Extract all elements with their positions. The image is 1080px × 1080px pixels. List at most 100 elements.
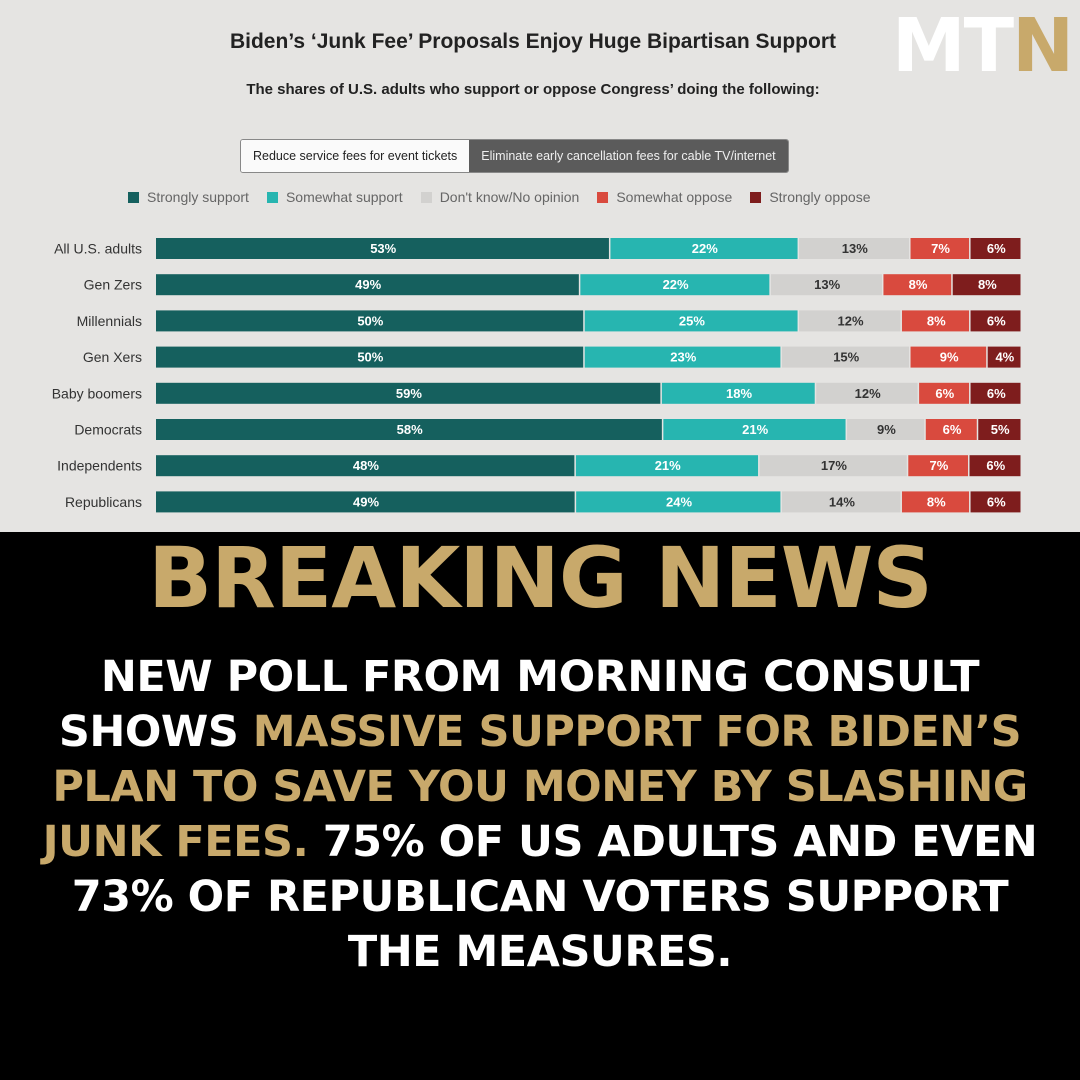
data-label: 24%	[666, 494, 692, 509]
bar-segment	[156, 274, 579, 296]
legend-label: Strongly support	[147, 189, 249, 205]
legend-label: Don't know/No opinion	[439, 189, 580, 205]
body-part-3: 75% of US adults and even 73% of Republi…	[71, 817, 1038, 977]
bar-segment	[970, 491, 1021, 513]
logo-accent: N	[1012, 3, 1074, 89]
logo-prefix: MT	[891, 3, 1014, 89]
data-label: 25%	[679, 313, 705, 328]
data-label: 13%	[814, 277, 840, 292]
bar-segment	[580, 274, 770, 296]
bar-segment	[770, 274, 882, 296]
bar-segment	[901, 310, 970, 332]
data-label: 22%	[692, 241, 718, 256]
bar-segment	[910, 346, 987, 368]
bar-segment	[969, 455, 1021, 477]
bar-segment	[970, 382, 1021, 404]
bar-segment	[759, 455, 907, 477]
legend-label: Strongly oppose	[769, 189, 871, 205]
chart-legend: Strongly support Somewhat support Don't …	[128, 189, 871, 205]
bar-segment	[156, 346, 584, 368]
bar-segment	[952, 274, 1021, 296]
chart-subtitle: The shares of U.S. adults who support or…	[246, 81, 820, 98]
category-label: Republicans	[65, 494, 142, 510]
bar-segment	[156, 455, 575, 477]
toggle-option-cancellation-fees[interactable]: Eliminate early cancellation fees for ca…	[469, 140, 788, 172]
data-label: 8%	[927, 494, 946, 509]
bar-segment	[610, 238, 798, 259]
data-label: 6%	[987, 241, 1006, 256]
bar-segment	[925, 419, 977, 440]
data-label: 6%	[987, 494, 1006, 509]
bar-segment	[156, 491, 575, 513]
bar-segment	[156, 238, 609, 259]
legend-label: Somewhat support	[285, 189, 403, 205]
data-label: 12%	[855, 386, 881, 401]
legend-item-somewhat-oppose: Somewhat oppose	[597, 189, 732, 205]
bar-segment	[584, 310, 798, 332]
bar-segment	[970, 310, 1021, 332]
data-label: 13%	[842, 241, 868, 256]
bar-segment	[781, 491, 901, 513]
data-label: 8%	[978, 277, 997, 292]
data-label: 48%	[353, 458, 379, 473]
data-label: 15%	[833, 350, 859, 365]
bar-segment	[799, 238, 910, 259]
bar-segment	[156, 419, 662, 440]
legend-swatch	[128, 191, 139, 203]
data-label: 53%	[370, 241, 396, 256]
brand-logo: MTN	[892, 8, 1074, 84]
bar-segment	[575, 455, 759, 477]
data-label: 4%	[995, 350, 1014, 365]
bar-segment	[781, 346, 910, 368]
news-body-text: New poll from Morning Consult shows mass…	[20, 650, 1060, 980]
category-label: Gen Zers	[84, 277, 142, 293]
data-label: 50%	[357, 313, 383, 328]
data-label: 6%	[943, 422, 962, 437]
bar-segment	[970, 238, 1021, 259]
bar-segment	[156, 310, 584, 332]
legend-label: Somewhat oppose	[616, 189, 733, 205]
legend-item-dont-know: Don't know/No opinion	[420, 189, 580, 205]
bar-segment	[816, 382, 918, 404]
category-label: Baby boomers	[52, 385, 142, 401]
data-label: 59%	[396, 386, 422, 401]
bar-segment	[799, 310, 901, 332]
data-label: 7%	[930, 458, 949, 473]
data-label: 9%	[940, 350, 959, 365]
data-label: 21%	[742, 422, 768, 437]
bar-segment	[661, 382, 815, 404]
chart-title: Biden’s ‘Junk Fee’ Proposals Enjoy Huge …	[229, 30, 836, 53]
data-label: 6%	[935, 386, 954, 401]
category-label: Gen Xers	[83, 349, 142, 365]
bar-segment	[584, 346, 781, 368]
body-part-2-highlight: massive support for Biden’s plan to save…	[42, 707, 1028, 867]
data-label: 21%	[655, 458, 681, 473]
legend-item-somewhat-support: Somewhat support	[266, 189, 403, 205]
data-label: 8%	[927, 313, 946, 328]
bar-segment	[908, 455, 969, 477]
data-label: 58%	[397, 422, 423, 437]
bar-segment	[847, 419, 925, 440]
legend-swatch	[266, 191, 278, 203]
toggle-option-event-tickets[interactable]: Reduce service fees for event tickets	[241, 140, 470, 172]
bar-segment	[919, 382, 970, 404]
category-label: Millennials	[77, 313, 142, 329]
data-label: 22%	[663, 277, 689, 292]
data-label: 49%	[355, 277, 381, 292]
data-label: 6%	[987, 313, 1006, 328]
bar-segment	[910, 238, 970, 259]
data-label: 50%	[357, 350, 383, 365]
data-label: 6%	[987, 386, 1006, 401]
category-label: All U.S. adults	[54, 241, 142, 257]
data-label: 23%	[670, 350, 696, 365]
bar-segment	[663, 419, 846, 440]
data-label: 49%	[353, 494, 379, 509]
stacked-bar-chart: All U.S. adults 53% 22% 13% 7% 6% Gen Zers 49% 2…	[52, 238, 1021, 513]
data-label: 12%	[837, 313, 863, 328]
data-label: 14%	[829, 494, 855, 509]
body-part-1: New poll from Morning Consult shows	[58, 652, 980, 757]
breaking-news-headline: BREAKING NEWS	[148, 529, 933, 627]
question-toggle: Reduce service fees for event tickets El…	[240, 139, 789, 173]
legend-swatch	[597, 191, 609, 203]
bar-segment	[883, 274, 952, 296]
